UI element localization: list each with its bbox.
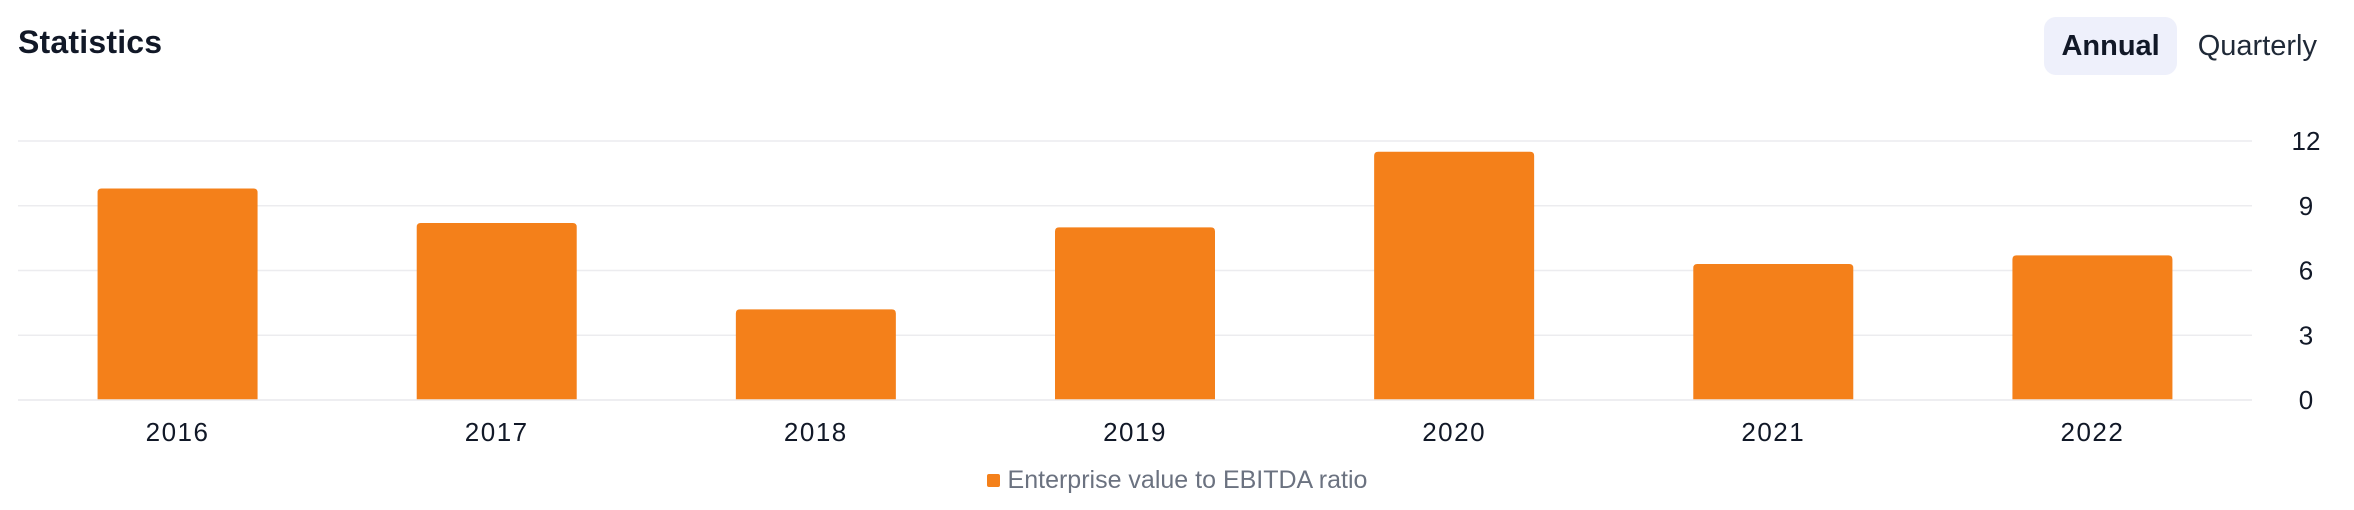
bar-2022[interactable]: [2012, 255, 2173, 400]
period-toggle: Annual Quarterly: [2044, 17, 2334, 75]
bar-2016[interactable]: [97, 188, 258, 400]
y-tick-label: 12: [2292, 126, 2321, 156]
x-tick-label: 2020: [1422, 417, 1486, 447]
y-tick-label: 3: [2299, 320, 2313, 350]
x-tick-label: 2022: [2061, 417, 2125, 447]
quarterly-tab[interactable]: Quarterly: [2197, 29, 2317, 62]
legend-label[interactable]: Enterprise value to EBITDA ratio: [1007, 466, 1368, 494]
chart-title: Statistics: [18, 24, 163, 60]
bar-2017[interactable]: [416, 223, 577, 400]
y-tick-label: 9: [2299, 191, 2313, 221]
x-tick-label: 2018: [784, 417, 848, 447]
x-tick-label: 2019: [1103, 417, 1167, 447]
bar-2018[interactable]: [735, 309, 896, 400]
y-tick-label: 6: [2299, 256, 2313, 286]
bar-2021[interactable]: [1693, 264, 1854, 400]
x-tick-label: 2021: [1741, 417, 1805, 447]
bar-2019[interactable]: [1055, 227, 1215, 400]
y-tick-label: 0: [2299, 385, 2313, 415]
bar-2020[interactable]: [1374, 151, 1535, 400]
bar-chart: 0 3 6 9 12 2016 2017 2018 2019 2020 2021 2022: [18, 126, 2321, 447]
chart-header: Statistics Annual Quarterly: [0, 0, 2354, 90]
legend-swatch: [986, 474, 1000, 487]
annual-tab[interactable]: Annual: [2044, 17, 2177, 75]
x-tick-label: 2017: [465, 417, 529, 447]
chart-legend: Enterprise value to EBITDA ratio: [0, 466, 2354, 495]
x-tick-label: 2016: [146, 417, 210, 447]
